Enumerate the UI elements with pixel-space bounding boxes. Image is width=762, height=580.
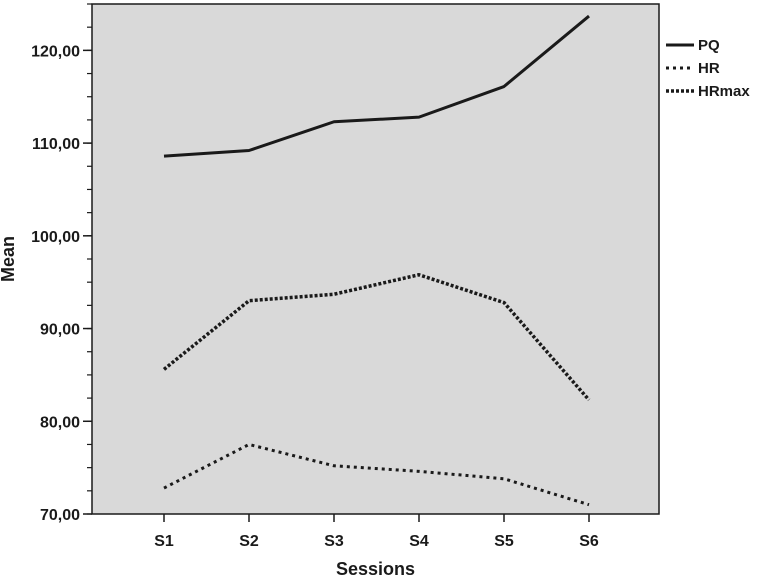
y-axis: 70,00 80,00 90,00 100,00 110,00 120,00 [31, 3, 92, 524]
x-tick-label: S1 [154, 533, 174, 550]
series-line-pq [163, 14, 590, 158]
y-tick-label: 80,00 [40, 414, 80, 431]
legend-label-hr: HR [698, 60, 720, 77]
x-tick-label: S3 [324, 533, 344, 550]
x-tick-label: S5 [494, 533, 514, 550]
series-line-hrmax [162, 273, 591, 402]
series-lines [162, 14, 591, 507]
plot-area [91, 3, 660, 515]
x-tick-label: S2 [239, 533, 259, 550]
x-axis: S1 S2 S3 S4 S5 S6 [154, 514, 599, 550]
legend: PQ HR HRmax [666, 37, 750, 100]
x-axis-title: Sessions [336, 559, 415, 579]
y-tick-label: 110,00 [32, 136, 80, 153]
y-tick-label: 100,00 [31, 229, 80, 246]
legend-label-hrmax: HRmax [698, 83, 750, 100]
y-tick-label: 90,00 [40, 322, 80, 339]
y-tick-label: 70,00 [40, 507, 80, 524]
series-line-hr [163, 442, 590, 507]
x-tick-label: S4 [409, 533, 429, 550]
y-axis-title: Mean [0, 236, 18, 282]
legend-label-pq: PQ [698, 37, 720, 54]
x-tick-label: S6 [579, 533, 599, 550]
y-tick-label: 120,00 [31, 43, 80, 60]
